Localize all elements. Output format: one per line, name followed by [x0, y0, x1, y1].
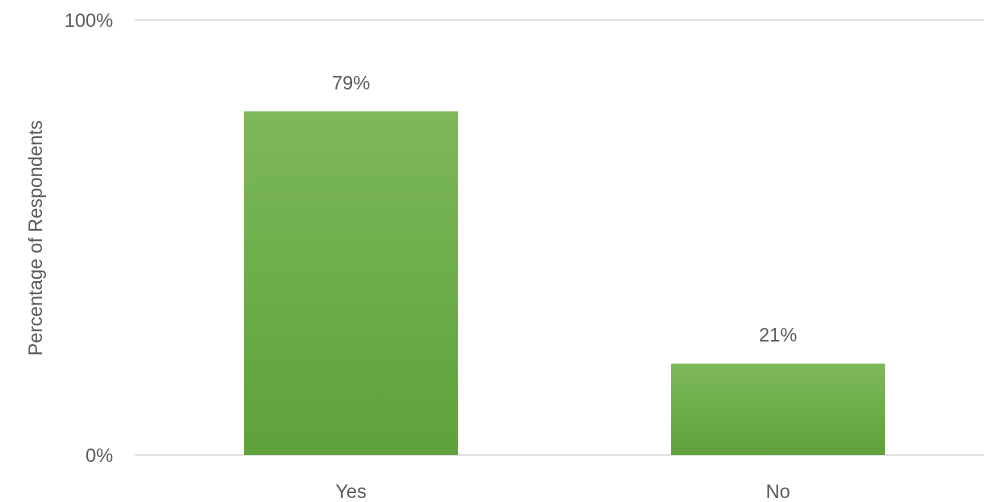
x-axis-categories: Yes No: [336, 482, 791, 502]
bars: [244, 111, 885, 455]
bar-no: [671, 363, 885, 455]
y-axis-title: Percentage of Respondents: [26, 120, 47, 356]
bar-yes: [244, 111, 458, 455]
x-category-label: Yes: [336, 482, 367, 502]
data-labels: 79% 21%: [332, 73, 797, 346]
x-category-label: No: [766, 482, 790, 502]
y-axis-ticks: 0% 100%: [64, 11, 113, 467]
data-label-no: 21%: [759, 326, 797, 347]
data-label-yes: 79%: [332, 73, 370, 94]
y-tick-label: 100%: [64, 11, 113, 32]
y-tick-label: 0%: [86, 446, 114, 467]
